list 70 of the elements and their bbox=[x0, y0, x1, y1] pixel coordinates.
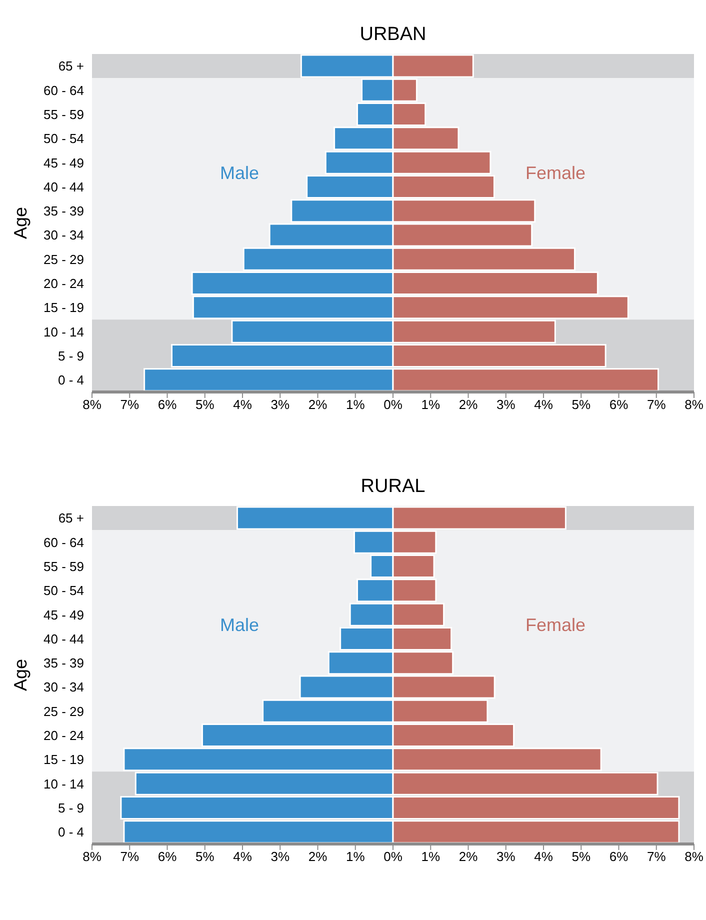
x-tick-label: 7% bbox=[646, 397, 666, 412]
x-tick-label: 8% bbox=[82, 849, 102, 864]
y-tick-label: 0 - 4 bbox=[58, 372, 84, 388]
y-tick-label: 25 - 29 bbox=[44, 252, 84, 267]
x-tick-label: 3% bbox=[270, 849, 290, 864]
x-tick-label: 5% bbox=[195, 849, 215, 864]
x-tick-label: 1% bbox=[346, 397, 366, 412]
y-tick-label: 20 - 24 bbox=[44, 276, 84, 291]
x-tick-label: 2% bbox=[308, 397, 328, 412]
y-tick-label: 55 - 59 bbox=[44, 558, 84, 574]
y-tick-label: 65 + bbox=[58, 58, 84, 74]
x-tick-label: 6% bbox=[158, 397, 178, 412]
y-tick-label: 45 - 49 bbox=[44, 155, 84, 170]
y-tick-label: 40 - 44 bbox=[44, 631, 84, 646]
x-tick-label: 3% bbox=[270, 397, 290, 412]
x-tick-label: 2% bbox=[308, 849, 328, 864]
y-tick-label: 15 - 19 bbox=[44, 300, 84, 316]
x-tick-label: 7% bbox=[120, 397, 140, 412]
y-tick-label: 20 - 24 bbox=[44, 728, 84, 743]
y-tick-label: 60 - 64 bbox=[44, 82, 84, 98]
x-tick-label: 1% bbox=[421, 397, 440, 412]
x-tick-label: 6% bbox=[158, 849, 178, 864]
y-tick-label: 50 - 54 bbox=[44, 583, 84, 598]
x-tick-label: 4% bbox=[233, 849, 252, 864]
x-tick-label: 7% bbox=[646, 849, 666, 864]
y-tick-label: 10 - 14 bbox=[44, 776, 84, 792]
chart-title: URBAN bbox=[358, 23, 428, 47]
y-tick-label: 45 - 49 bbox=[44, 607, 84, 622]
text: Female bbox=[526, 614, 586, 636]
text: Male bbox=[220, 614, 259, 636]
chart-title: RURAL bbox=[360, 475, 426, 499]
x-tick-label: 0% bbox=[384, 849, 403, 864]
x-tick-label: 8% bbox=[684, 849, 704, 864]
y-tick-label: 40 - 44 bbox=[44, 179, 84, 194]
x-tick-label: 0% bbox=[384, 397, 403, 412]
x-tick-label: 8% bbox=[82, 397, 102, 412]
text: Male bbox=[220, 162, 259, 184]
x-tick-label: 2% bbox=[458, 849, 478, 864]
y-tick-label: 65 + bbox=[58, 510, 84, 526]
x-tick-label: 1% bbox=[421, 849, 440, 864]
y-tick-label: 5 - 9 bbox=[58, 348, 84, 364]
series-label: Female bbox=[526, 162, 586, 184]
x-tick-label: 4% bbox=[534, 397, 554, 412]
x-tick-label: 6% bbox=[609, 397, 629, 412]
y-tick-label: 0 - 4 bbox=[58, 824, 84, 840]
y-tick-label: 60 - 64 bbox=[44, 534, 84, 550]
y-tick-label: 30 - 34 bbox=[44, 680, 84, 695]
x-tick-label: 5% bbox=[572, 397, 591, 412]
x-tick-label: 6% bbox=[609, 849, 629, 864]
y-tick-label: 55 - 59 bbox=[44, 106, 84, 122]
y-axis-title: Age bbox=[10, 658, 30, 692]
y-tick-label: 35 - 39 bbox=[44, 656, 84, 671]
x-tick-label: 3% bbox=[496, 849, 516, 864]
y-tick-label: 5 - 9 bbox=[58, 800, 84, 816]
x-tick-label: 5% bbox=[195, 397, 215, 412]
y-tick-label: 25 - 29 bbox=[44, 704, 84, 719]
x-tick-label: 7% bbox=[120, 849, 140, 864]
y-tick-label: 35 - 39 bbox=[44, 204, 84, 219]
x-tick-label: 2% bbox=[458, 397, 478, 412]
x-tick-label: 3% bbox=[496, 397, 516, 412]
x-tick-label: 5% bbox=[572, 849, 591, 864]
y-tick-label: 50 - 54 bbox=[44, 131, 84, 146]
x-tick-label: 4% bbox=[233, 397, 252, 412]
y-axis-title: Age bbox=[10, 206, 30, 240]
y-tick-label: 30 - 34 bbox=[44, 228, 84, 243]
y-tick-label: 15 - 19 bbox=[44, 752, 84, 768]
y-tick-label: 10 - 14 bbox=[44, 324, 84, 340]
x-tick-label: 1% bbox=[346, 849, 366, 864]
x-tick-label: 4% bbox=[534, 849, 554, 864]
x-tick-label: 8% bbox=[684, 397, 704, 412]
